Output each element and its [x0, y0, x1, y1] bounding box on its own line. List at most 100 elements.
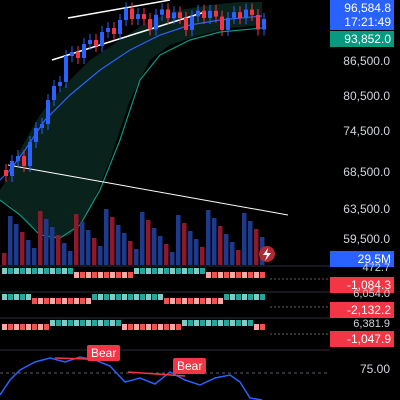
pane-1-value-tag: -1,084.3 [330, 277, 394, 293]
pane-histogram-bar [50, 298, 55, 304]
pane-1-top-value: 472.7 [362, 262, 390, 274]
pane-2-top-value: 6,054.0 [353, 288, 390, 300]
pane-histogram-bar [14, 268, 19, 274]
pane-histogram-bar [176, 298, 181, 304]
pane-histogram-bar [86, 320, 91, 326]
candle-body [190, 16, 194, 30]
volume-bar [146, 220, 151, 265]
candle-body [52, 86, 56, 100]
pane-histogram-bar [260, 294, 265, 300]
channel-fill [0, 2, 262, 240]
volume-tag: 29.5M [330, 251, 394, 267]
pane-histogram-bar [248, 272, 253, 278]
pane-histogram-bar [92, 294, 97, 300]
volume-bar [14, 224, 19, 265]
pane-histogram-bar [170, 298, 175, 304]
pane-histogram-bar [152, 268, 157, 274]
candle-body [172, 12, 176, 19]
lightning-icon[interactable] [259, 246, 275, 262]
candle-body [136, 14, 140, 19]
candle-body [130, 8, 134, 19]
candle-body [64, 56, 68, 82]
pane-histogram-bar [26, 324, 31, 330]
pane-histogram-bar [122, 272, 127, 278]
volume-bar [32, 248, 37, 265]
price-axis-label: 74,500.0 [343, 124, 390, 138]
pane-histogram-bar [14, 294, 19, 300]
volume-bar [254, 229, 259, 265]
pane-histogram-bar [218, 298, 223, 304]
volume-bar [194, 239, 199, 265]
pane-histogram-bar [158, 324, 163, 330]
candle-body [160, 9, 164, 15]
pane-histogram-bar [68, 320, 73, 326]
pane-histogram-bar [152, 294, 157, 300]
volume-bar [224, 234, 229, 265]
volume-bar [176, 215, 181, 265]
volume-bar [26, 240, 31, 265]
pane-histogram-bar [260, 272, 265, 278]
pane-histogram-bar [122, 294, 127, 300]
pane-histogram-bar [128, 272, 133, 278]
pane-histogram-bar [206, 272, 211, 278]
candle-body [40, 124, 44, 128]
pane-histogram-bar [8, 324, 13, 330]
rsi-bear-label: Bear [173, 358, 207, 374]
pane-3-value-tag: -1,047.9 [330, 331, 394, 347]
volume-bar [218, 226, 223, 265]
rsi-bear-label: Bear [87, 345, 121, 361]
volume-bar [212, 218, 217, 265]
pane-histogram-bar [86, 298, 91, 304]
pane-histogram-bar [218, 320, 223, 326]
candle-body [262, 18, 266, 30]
pane-histogram-bar [8, 268, 13, 274]
candle-body [124, 8, 128, 20]
price-axis-label: 59,500.0 [343, 232, 390, 246]
volume-bar [86, 230, 91, 265]
candle-body [58, 82, 62, 86]
candle-body [208, 10, 212, 19]
pane-histogram-bar [74, 298, 79, 304]
price-axis-label: 86,500.0 [343, 54, 390, 68]
rsi-bear-divergence-2 [127, 371, 186, 377]
volume-bar [56, 235, 61, 265]
pane-histogram-bar [104, 272, 109, 278]
volume-bar [134, 249, 139, 265]
pane-histogram-bar [134, 268, 139, 274]
trendline-upper [67, 0, 171, 19]
volume-bar [128, 241, 133, 265]
pane-histogram-bar [134, 294, 139, 300]
volume-bar [170, 252, 175, 265]
volume-bar [98, 246, 103, 265]
volume-bar [116, 225, 121, 265]
volume-bar [242, 213, 247, 265]
pane-histogram-bar [224, 294, 229, 300]
rsi-level-label: 75.00 [359, 362, 390, 376]
volume-bar [104, 209, 109, 265]
pane-histogram-bar [206, 320, 211, 326]
candle-body [238, 12, 242, 19]
candle-body [112, 28, 116, 34]
pane-histogram-bar [50, 268, 55, 274]
last-price-tag: 96,584.8 17:21:49 [330, 0, 394, 30]
candle-body [106, 28, 110, 32]
volume-bar [62, 243, 67, 265]
pane-3-top-value: 6,381.9 [353, 318, 390, 330]
pane-histogram-bar [74, 320, 79, 326]
pane-histogram-bar [104, 320, 109, 326]
pane-histogram-bar [38, 324, 43, 330]
pane-histogram-bar [32, 268, 37, 274]
candle-body [256, 14, 260, 30]
pane-histogram-bar [20, 294, 25, 300]
pane-histogram-bar [86, 272, 91, 278]
candle-body [244, 9, 248, 19]
pane-histogram-bar [56, 268, 61, 274]
pane-histogram-bar [158, 294, 163, 300]
volume-bar [182, 223, 187, 265]
candle-body [4, 170, 8, 176]
candle-body [250, 9, 254, 15]
pane-histogram-bar [236, 272, 241, 278]
candle-body [16, 156, 20, 161]
pane-histogram-bar [116, 272, 121, 278]
